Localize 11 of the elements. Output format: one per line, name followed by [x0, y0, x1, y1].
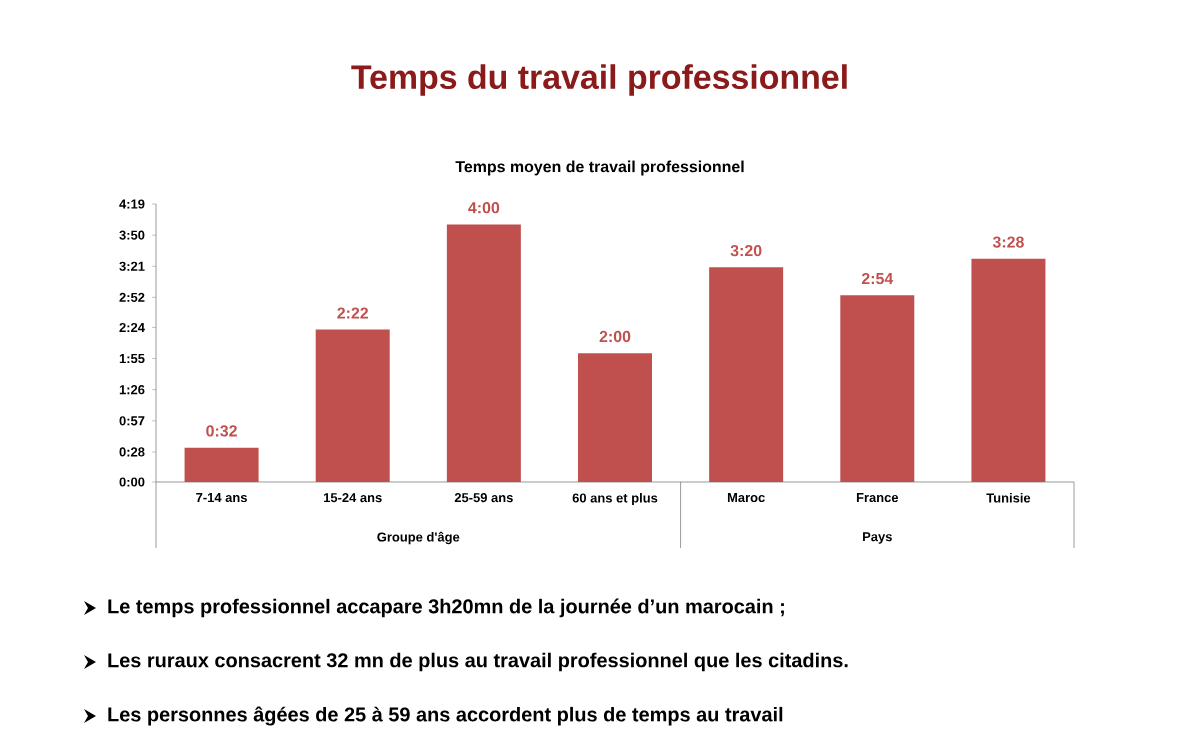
bar	[578, 353, 653, 482]
text: Le temps professionnel accapare 3h20mn de la journée d’un marocain ;	[108, 598, 784, 618]
bar	[446, 224, 521, 482]
bar	[709, 267, 784, 482]
bar	[840, 295, 915, 482]
bar	[971, 258, 1046, 482]
text: Les ruraux consacrent 32 mn de plus au travail professionnel que les citadins.	[108, 652, 848, 672]
bar	[184, 447, 259, 482]
chart-title: Temps du travail professionnel	[351, 64, 847, 96]
text: Les personnes âgées de 25 à 59 ans accordent plus de temps au travail	[108, 706, 783, 726]
bar	[315, 329, 390, 482]
